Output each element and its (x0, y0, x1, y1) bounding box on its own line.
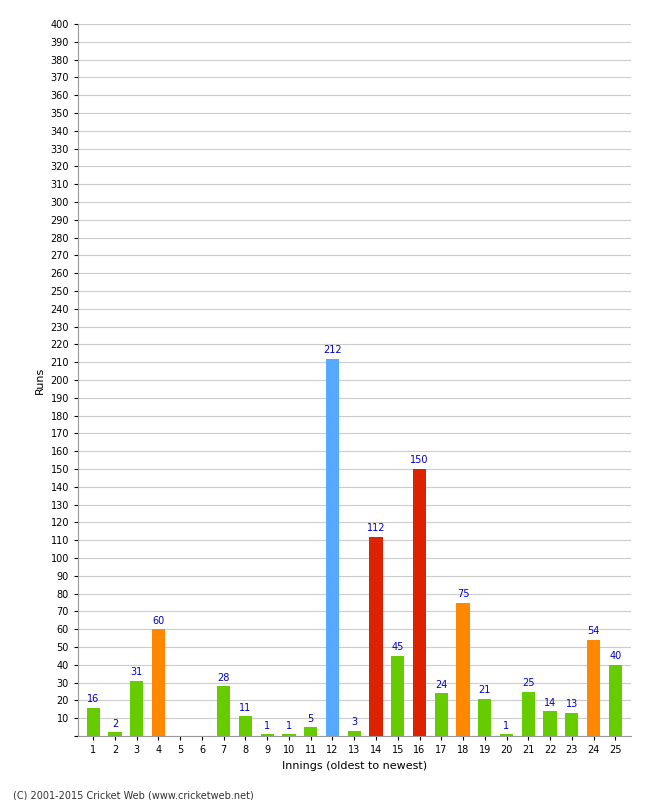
Text: 1: 1 (504, 721, 510, 730)
Text: 28: 28 (218, 673, 230, 682)
Bar (413, 469, 426, 736)
Text: 16: 16 (87, 694, 99, 704)
Bar (478, 698, 491, 736)
Bar (435, 694, 448, 736)
Bar (348, 730, 361, 736)
Bar (261, 734, 274, 736)
Y-axis label: Runs: Runs (35, 366, 45, 394)
Text: 11: 11 (239, 703, 252, 713)
X-axis label: Innings (oldest to newest): Innings (oldest to newest) (281, 761, 427, 770)
Bar (130, 681, 143, 736)
Bar (369, 537, 383, 736)
Bar (239, 717, 252, 736)
Bar (566, 713, 578, 736)
Text: 2: 2 (112, 719, 118, 729)
Text: 21: 21 (478, 685, 491, 695)
Text: 14: 14 (544, 698, 556, 707)
Text: 25: 25 (522, 678, 534, 688)
Bar (152, 630, 165, 736)
Bar (304, 727, 317, 736)
Bar (500, 734, 513, 736)
Bar (283, 734, 296, 736)
Text: 112: 112 (367, 523, 385, 533)
Bar (543, 711, 556, 736)
Text: 31: 31 (131, 667, 143, 678)
Text: 1: 1 (264, 721, 270, 730)
Bar (217, 686, 230, 736)
Text: 150: 150 (410, 455, 429, 466)
Text: 24: 24 (435, 680, 447, 690)
Text: 60: 60 (152, 616, 164, 626)
Text: 45: 45 (391, 642, 404, 652)
Text: 1: 1 (286, 721, 292, 730)
Bar (109, 733, 122, 736)
Text: 40: 40 (609, 651, 621, 662)
Bar (609, 665, 622, 736)
Bar (326, 358, 339, 736)
Text: 13: 13 (566, 699, 578, 710)
Bar (587, 640, 600, 736)
Bar (456, 602, 469, 736)
Text: 3: 3 (351, 717, 358, 727)
Bar (522, 691, 535, 736)
Text: 75: 75 (457, 589, 469, 599)
Text: 5: 5 (307, 714, 314, 723)
Bar (391, 656, 404, 736)
Text: 54: 54 (588, 626, 600, 636)
Text: (C) 2001-2015 Cricket Web (www.cricketweb.net): (C) 2001-2015 Cricket Web (www.cricketwe… (13, 790, 254, 800)
Bar (86, 707, 99, 736)
Text: 212: 212 (323, 345, 342, 355)
